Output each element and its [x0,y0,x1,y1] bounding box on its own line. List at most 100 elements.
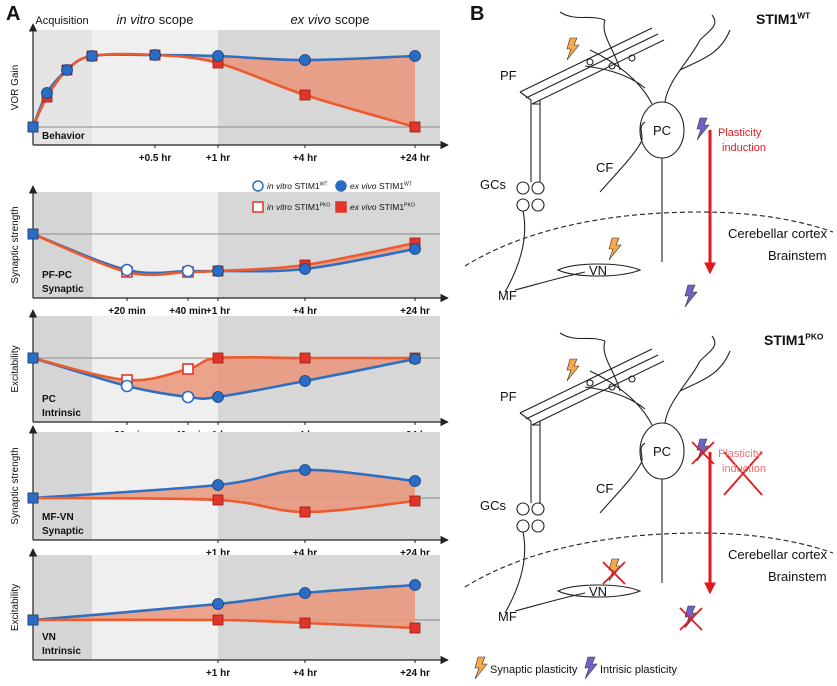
wt-marker [409,353,421,365]
pko-marker [299,89,311,101]
intrinsic-bolt [696,117,710,141]
x-tick-label: +4 hr [293,153,317,164]
block-marks [602,441,763,631]
label: GCs [480,177,507,192]
legend-bolt [584,656,598,680]
circuit-title-sup: WT [797,10,811,20]
label: PF [500,389,517,404]
wt-marker [212,265,224,277]
intrinsic-bolt [684,605,698,629]
legend-label: ex vivo STIM1PKO [350,202,415,212]
legend-label: in vitro STIM1WT [267,181,328,191]
x-tick-label: +24 hr [400,548,430,559]
wt-marker [409,50,421,62]
wt-curve [32,468,416,500]
difference-area [33,585,415,628]
legend-marker [335,180,347,192]
circuit-labels: STIM1PKO PF PC Plasticity induction CF GCs Cere… [480,331,827,624]
legend-label: in vitro STIM1PKO [267,202,330,212]
legend-marker [252,201,264,213]
in-vitro-shade [92,30,218,145]
scope-header: in vitro scope [117,12,194,27]
row-name: Synaptic [42,284,84,295]
panel-a: A Acquisition in vitro scope ex vivo scope VOR… [6,3,449,679]
difference-area [33,469,415,513]
wt-marker [120,263,134,277]
legend-label: Intrisic plasticity [600,664,678,676]
wt-marker [120,379,134,393]
scope-header: Acquisition [35,15,88,27]
difference-area [33,234,415,275]
start-marker [27,352,39,364]
scope-header-text: scope [159,12,194,27]
wt-marker [409,579,421,591]
pko-marker [212,494,224,506]
legend-label-italic: in vitro [267,181,292,191]
label: VN [589,584,607,599]
pko-curve [32,496,416,514]
panel-label: B [470,3,484,25]
legend-label-italic: ex vivo [350,181,377,191]
label: VN [589,263,607,278]
legend-marker [252,180,264,192]
wt-marker [181,390,195,404]
wt-curve [32,356,416,400]
wt-marker [149,49,161,61]
wt-curve [32,583,416,622]
x-tick-label: +0.5 hr [139,153,172,164]
pko-marker [409,495,421,507]
difference-area [33,54,415,127]
scope-header-text: Acquisition [35,15,88,27]
acquisition-shade [33,555,92,660]
wt-marker [212,598,224,610]
wt-marker [61,64,73,76]
row-name: Behavior [42,131,85,142]
row-name: MF-VN [42,512,74,523]
legend-marker [335,201,347,213]
legend-label-italic: in vitro [267,202,292,212]
pko-curve [32,355,415,382]
wt-marker [212,391,224,403]
x-tick-label: +24 hr [400,153,430,164]
start-marker [27,121,39,133]
pko-marker [299,352,311,364]
circuit-title-text: STIM1 [764,332,805,348]
wt-marker [299,587,311,599]
synaptic-bolt [608,237,622,261]
scope-header-italic: in vitro [117,12,155,27]
legend-label: ex vivo STIM1WT [350,181,412,191]
wt-marker [409,475,421,487]
label: MF [498,609,517,624]
legend-label-sup: PKO [404,203,415,209]
intrinsic-bolt [684,284,698,308]
wt-marker [299,54,311,66]
circuit-title: STIM1PKO [764,331,824,348]
y-axis-label: Excitability [10,345,21,392]
label: GCs [480,498,507,513]
label: PC [653,444,671,459]
legend-label-sup: PKO [320,203,331,209]
scope-header-text: scope [335,12,370,27]
pko-marker [299,617,311,629]
start-marker [27,614,39,626]
row-name: PF-PC [42,270,72,281]
row-name: Intrinsic [42,408,81,419]
circuit-title: STIM1WT [756,10,811,27]
wt-marker [86,50,98,62]
wt-marker [212,479,224,491]
legend-bolt [474,656,488,680]
induction-label: Plasticity [718,127,762,139]
label: MF [498,288,517,303]
pko-marker [409,622,421,634]
start-marker [27,492,39,504]
acquisition-shade [33,30,92,145]
x-tick-label: +1 hr [206,548,230,559]
x-tick-label: +4 hr [293,548,317,559]
pko-marker [182,363,194,375]
legend-label-text: STIM1 [379,181,404,191]
induction-label: Plasticity [718,448,762,460]
x-tick-label: +24 hr [400,668,430,679]
legend-label: Synaptic plasticity [490,664,578,676]
x-tick-label: +1 hr [206,668,230,679]
label: Brainstem [768,569,827,584]
